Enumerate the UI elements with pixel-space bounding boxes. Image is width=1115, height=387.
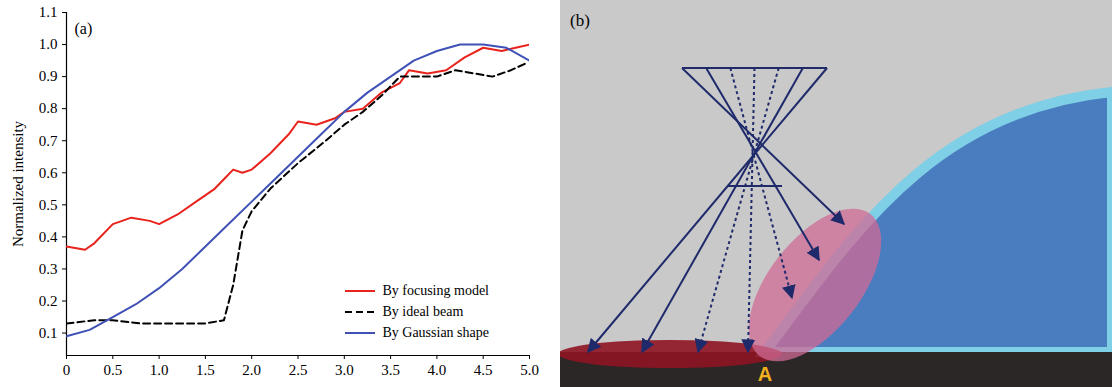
svg-text:0: 0	[63, 362, 71, 378]
svg-text:0.9: 0.9	[39, 68, 58, 84]
svg-text:0.5: 0.5	[103, 362, 122, 378]
svg-text:2.5: 2.5	[289, 362, 308, 378]
svg-text:2.0: 2.0	[242, 362, 261, 378]
svg-text:1.0: 1.0	[150, 362, 169, 378]
svg-text:(a): (a)	[75, 20, 93, 38]
svg-text:0.8: 0.8	[39, 100, 58, 116]
svg-text:(b): (b)	[570, 11, 590, 30]
svg-text:0.2: 0.2	[39, 293, 58, 309]
svg-text:Normalized intensity: Normalized intensity	[10, 120, 26, 247]
svg-text:0.4: 0.4	[39, 229, 58, 245]
svg-text:3.0: 3.0	[335, 362, 354, 378]
svg-text:0.5: 0.5	[39, 197, 58, 213]
svg-text:4.0: 4.0	[428, 362, 447, 378]
html-text:By ideal beam: By ideal beam	[382, 303, 464, 319]
svg-text:1.0: 1.0	[39, 36, 58, 52]
svg-text:5.0: 5.0	[520, 362, 539, 378]
svg-text:1.1: 1.1	[39, 4, 58, 20]
html-text:By Gaussian shape: By Gaussian shape	[382, 324, 489, 340]
svg-text:0.3: 0.3	[39, 261, 58, 277]
svg-text:0.1: 0.1	[39, 325, 58, 341]
svg-text:A: A	[758, 363, 772, 385]
svg-text:4.5: 4.5	[474, 362, 493, 378]
svg-text:3.5: 3.5	[381, 362, 400, 378]
html-text:By focusing model: By focusing model	[382, 282, 489, 298]
svg-text:0.6: 0.6	[39, 165, 58, 181]
svg-text:1.5: 1.5	[196, 362, 215, 378]
svg-text:0.7: 0.7	[39, 133, 58, 149]
